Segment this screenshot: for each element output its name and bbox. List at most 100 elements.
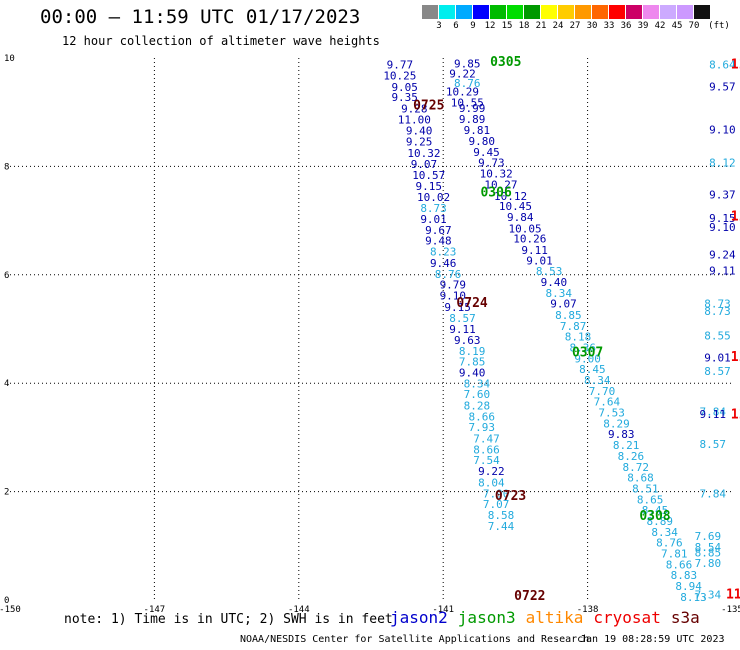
data-point-label: 9.40 bbox=[541, 276, 568, 289]
data-point-label: 8.26 bbox=[618, 450, 645, 463]
data-point-label: 9.10 bbox=[709, 124, 736, 137]
satellite-legend: jason2 jason3 altika cryosat s3a bbox=[390, 608, 710, 627]
data-point-label: 9.22 bbox=[478, 465, 505, 478]
satellite-legend-item: altika bbox=[525, 608, 584, 627]
data-point-label: 9.25 bbox=[406, 136, 433, 149]
data-point-label: 7.85 bbox=[459, 356, 486, 369]
data-point-label: 9.28 bbox=[401, 102, 428, 115]
data-point-label: 8.57 bbox=[704, 365, 731, 378]
data-point-label: 8.29 bbox=[603, 417, 630, 430]
data-point-label: 9.85 bbox=[454, 58, 481, 71]
data-point-label: 9.73 bbox=[478, 157, 505, 170]
data-point-label: 10.27 bbox=[484, 178, 517, 191]
colorbar-tick-label: 39 bbox=[637, 21, 649, 31]
data-point-label: 8.04 bbox=[478, 476, 505, 489]
pass-time-label: 1145 bbox=[731, 209, 740, 224]
data-point-label: 10.29 bbox=[446, 86, 479, 99]
data-point-label: 9.15 bbox=[416, 180, 443, 193]
data-point-label: 8.73 bbox=[704, 305, 731, 318]
data-point-label: 9.07 bbox=[411, 158, 438, 171]
pass-time-label: 0722 bbox=[514, 589, 545, 604]
colorbar-swatch bbox=[473, 5, 489, 19]
data-point-label: 9.11 bbox=[449, 323, 476, 336]
data-point-label: 8.64 bbox=[709, 59, 736, 72]
chart-title: 00:00 – 11:59 UTC 01/17/2023 bbox=[40, 6, 361, 28]
data-point-label: 8.76 bbox=[454, 77, 481, 90]
data-point-label: 8.83 bbox=[671, 569, 698, 582]
data-point-label: 7.87 bbox=[560, 320, 587, 333]
data-point-label: 9.35 bbox=[391, 91, 418, 104]
colorbar-swatch bbox=[490, 5, 506, 19]
data-point-label: 8.76 bbox=[435, 268, 462, 281]
pass-time-label: 1145 bbox=[731, 350, 740, 365]
data-point-label: 9.22 bbox=[449, 67, 476, 80]
data-point-label: 9.67 bbox=[425, 224, 452, 237]
data-point-label: 9.01 bbox=[420, 213, 447, 226]
colorbar-swatch bbox=[626, 5, 642, 19]
pass-time-label: 0725 bbox=[413, 99, 444, 114]
colorbar-tick-label: 18 bbox=[518, 21, 530, 31]
data-point-label: 10.57 bbox=[412, 169, 445, 182]
data-point-label: 8.13 bbox=[680, 591, 707, 604]
data-point-label: 7.69 bbox=[695, 530, 722, 543]
data-point-label: 8.34 bbox=[584, 374, 611, 387]
data-point-label: 11.00 bbox=[398, 113, 431, 126]
colorbar-tick-label: 30 bbox=[586, 21, 598, 31]
data-point-label: 10.45 bbox=[499, 200, 532, 213]
data-point-label: 7.64 bbox=[594, 396, 621, 409]
y-tick-label: 6 bbox=[4, 271, 9, 281]
credit-line: NOAA/NESDIS Center for Satellite Applica… bbox=[240, 634, 590, 645]
data-point-label: 9.57 bbox=[709, 80, 736, 93]
colorbar-swatch bbox=[677, 5, 693, 19]
colorbar-tick-label: 24 bbox=[552, 21, 564, 31]
data-point-label: 10.26 bbox=[513, 233, 546, 246]
data-point-label: 9.11 bbox=[709, 265, 736, 278]
data-point-label: 9.45 bbox=[473, 146, 500, 159]
colorbar-tick-label: 3 bbox=[436, 21, 442, 31]
chart-subtitle: 12 hour collection of altimeter wave hei… bbox=[62, 34, 380, 48]
data-point-label: 7.81 bbox=[661, 547, 688, 560]
pass-time-label: 0307 bbox=[572, 345, 603, 360]
colorbar-tick-label: 27 bbox=[569, 21, 581, 31]
pass-time-label: 0724 bbox=[456, 296, 487, 311]
satellite-legend-item: jason3 bbox=[457, 608, 516, 627]
data-point-label: 8.66 bbox=[473, 443, 500, 456]
colorbar-swatch bbox=[558, 5, 574, 19]
data-point-label: 8.34 bbox=[545, 287, 572, 300]
data-point-label: 7.44 bbox=[488, 520, 515, 533]
data-point-label: 9.15 bbox=[444, 301, 471, 314]
data-point-label: 8.54 bbox=[695, 541, 722, 554]
data-point-label: 8.36 bbox=[570, 342, 597, 355]
data-point-label: 8.66 bbox=[468, 410, 495, 423]
colorbar-tick-label: 70 bbox=[688, 21, 700, 31]
colorbar-tick-label: 21 bbox=[535, 21, 547, 31]
data-point-label: 8.68 bbox=[627, 472, 654, 485]
data-point-label: 8.58 bbox=[488, 509, 515, 522]
data-point-label: 9.48 bbox=[425, 235, 452, 248]
x-tick-label: -147 bbox=[144, 605, 166, 615]
data-point-label: 9.10 bbox=[440, 289, 467, 302]
colorbar-tick-label: 36 bbox=[620, 21, 632, 31]
data-point-label: 7.47 bbox=[473, 433, 500, 446]
footnote: note: 1) Time is in UTC; 2) SWH is in fe… bbox=[64, 612, 393, 627]
colorbar-swatch bbox=[439, 5, 455, 19]
data-point-label: 8.94 bbox=[675, 580, 702, 593]
data-point-label: 8.34 bbox=[651, 526, 678, 539]
data-point-label: 9.11 bbox=[521, 244, 548, 257]
satellite-legend-item: s3a bbox=[670, 608, 700, 627]
data-point-label: 9.81 bbox=[464, 124, 491, 137]
data-point-label: 8.85 bbox=[695, 546, 722, 559]
colorbar-tick-label: 33 bbox=[603, 21, 615, 31]
data-point-label: 8.51 bbox=[632, 482, 659, 495]
data-point-label: 7.80 bbox=[695, 557, 722, 570]
colorbar-swatch bbox=[524, 5, 540, 19]
pass-time-label: 0723 bbox=[495, 489, 526, 504]
data-point-label: 7.07 bbox=[483, 498, 510, 511]
colorbar-swatch bbox=[643, 5, 659, 19]
data-point-label: 8.45 bbox=[579, 363, 606, 376]
colorbar-swatch bbox=[507, 5, 523, 19]
colorbar-swatch bbox=[694, 5, 710, 19]
colorbar-tick-label: 45 bbox=[671, 21, 683, 31]
data-point-label: 9.10 bbox=[709, 221, 736, 234]
